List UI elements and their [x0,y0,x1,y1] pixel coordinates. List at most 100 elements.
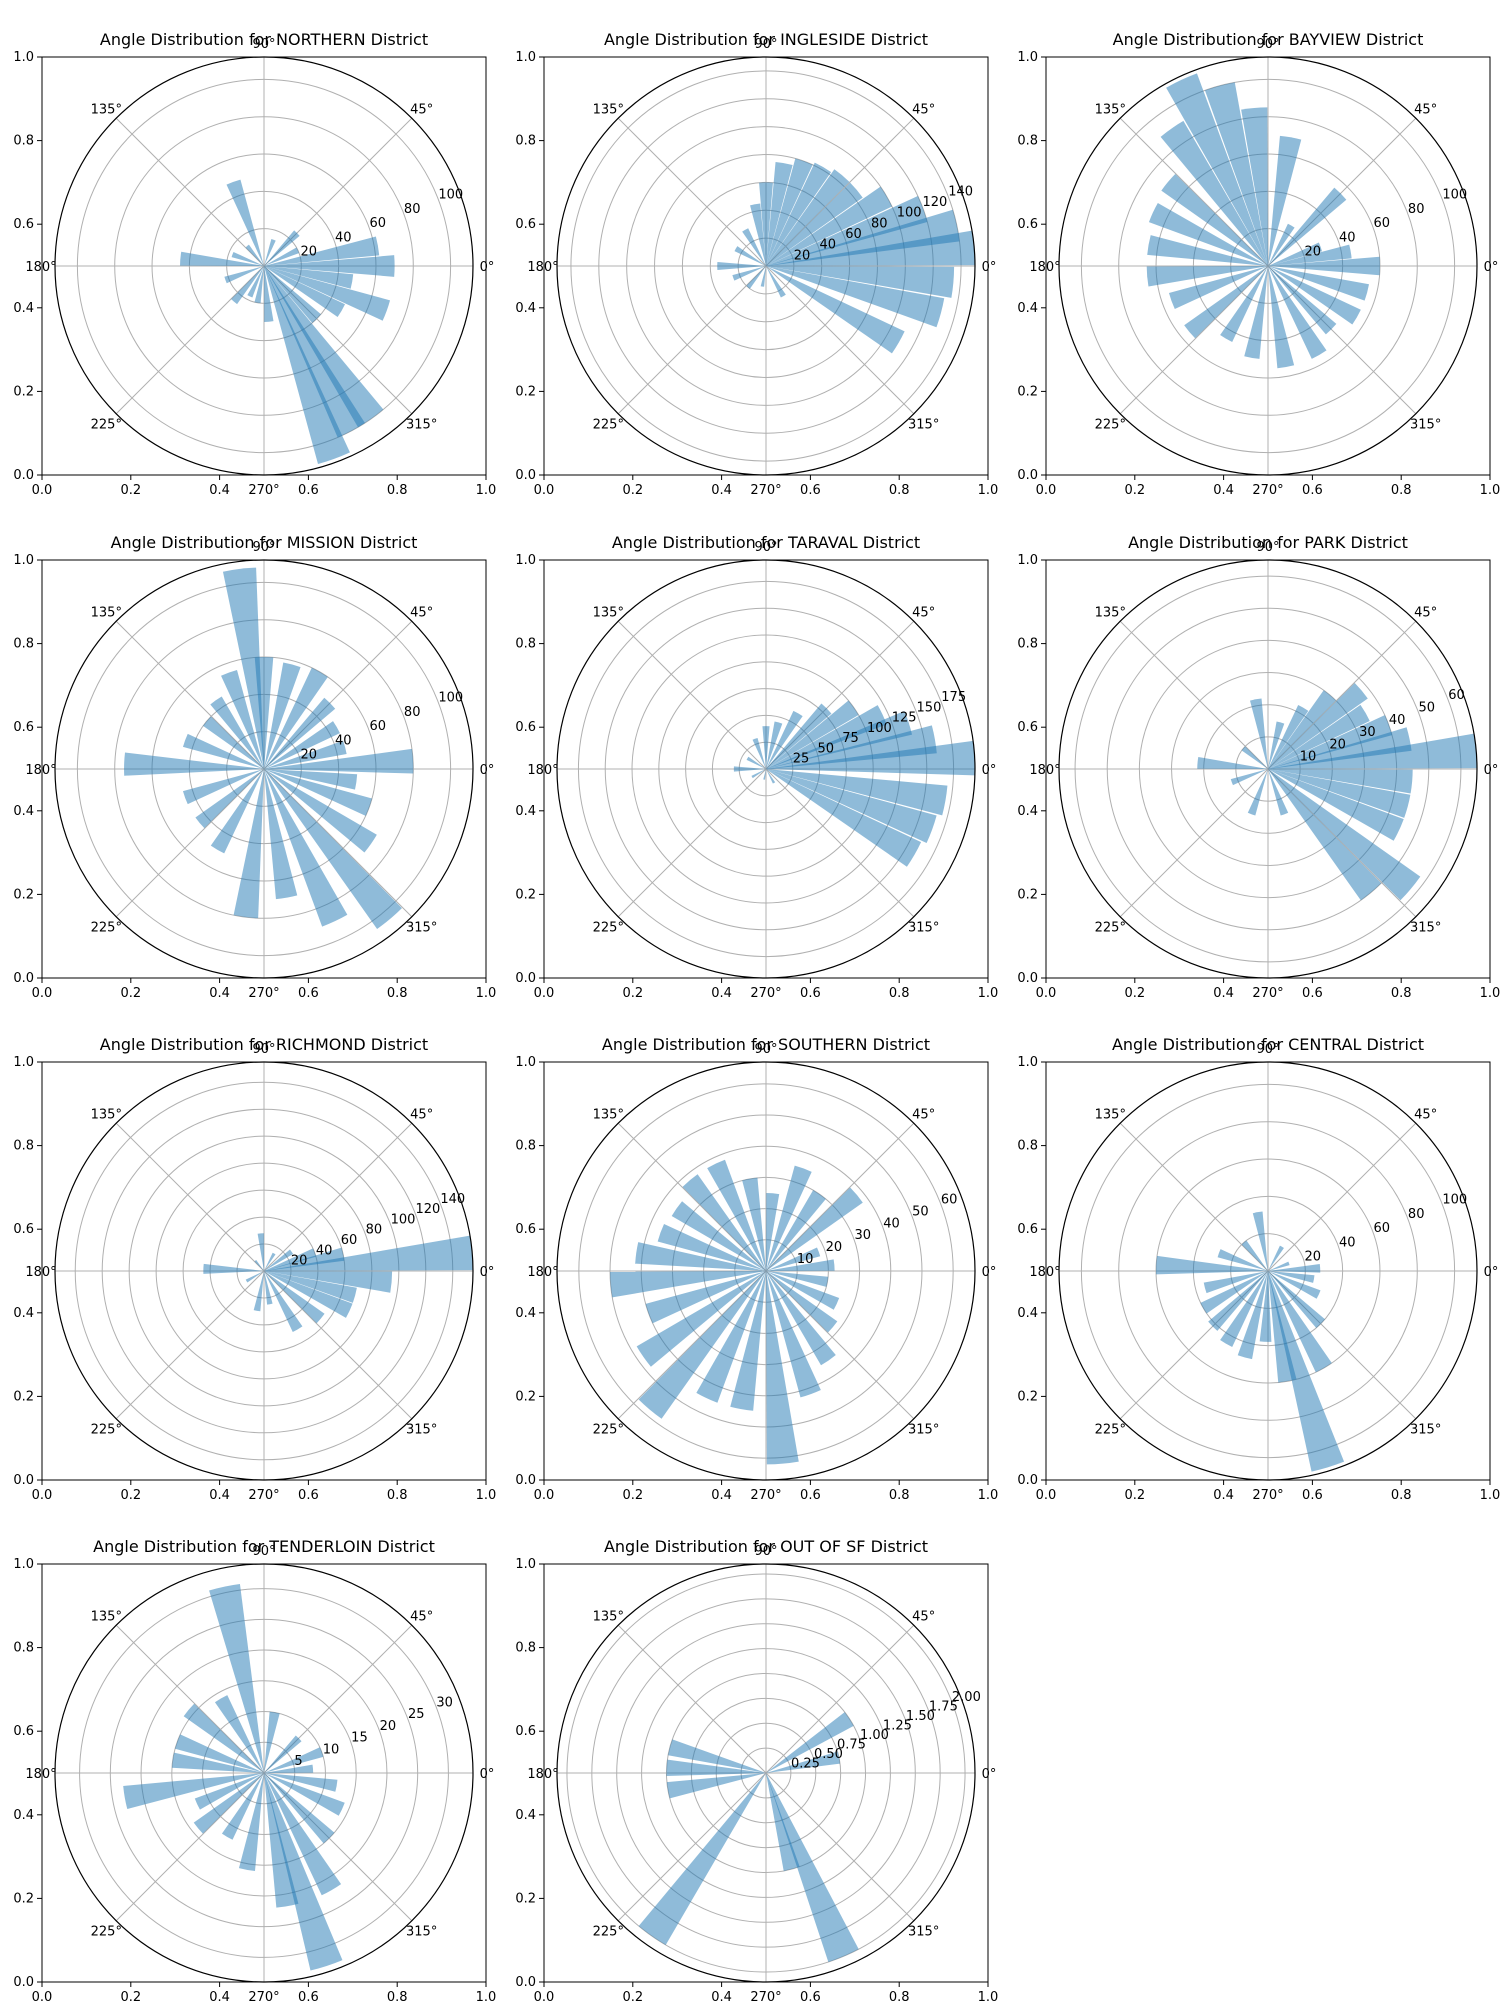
histogram-bar [1247,769,1268,816]
histogram-bar [766,266,945,328]
histogram-bar [264,1249,294,1271]
theta-tick-label: 0° [982,260,997,275]
polar-panel-5: Angle Distribution for TARAVAL District 0… [515,533,998,1001]
angular-gridline [617,1624,767,1774]
theta-tick-label: 90° [754,540,777,555]
histogram-bar [657,1223,766,1271]
radial-tick-label: 20 [300,748,317,763]
polar-panel-10: Angle Distribution for TENDERLOIN Distri… [13,1537,496,2005]
histogram-bar [1268,266,1295,369]
theta-tick-label: 315° [908,1925,939,1940]
histogram-bar [638,1271,766,1419]
y-tick-label: 0.2 [1017,887,1038,902]
polar-panel-8: Angle Distribution for SOUTHERN District… [515,1035,998,1503]
y-tick-label: 1.0 [1017,553,1038,568]
theta-tick-label: 0° [982,1265,997,1280]
histogram-bar [759,182,773,266]
theta-tick-label: 315° [1410,921,1441,936]
polar-spine [1058,1061,1478,1481]
histogram-bar [1268,769,1382,901]
histogram-bar [233,769,264,919]
x-tick-label: 1.0 [978,483,999,498]
histogram-bar [245,1271,264,1283]
y-tick-label: 0.0 [13,971,34,986]
theta-tick-label: 270° [1252,986,1283,1001]
histogram-bar [1241,746,1268,769]
radial-tick-label: 100 [1442,1193,1467,1208]
x-tick-label: 0.4 [1213,483,1234,498]
theta-tick-label: 45° [410,1609,433,1624]
radial-tick-label: 20 [380,1719,397,1734]
histogram-bar [766,266,955,298]
theta-tick-label: 0° [982,1767,997,1782]
y-tick-label: 0.8 [515,134,536,149]
theta-tick-label: 90° [754,37,777,52]
histogram-bar [123,1773,265,1809]
radial-tick-label: 80 [871,216,888,231]
theta-tick-label: 180° [25,260,56,275]
histogram-bar [193,1773,264,1834]
histogram-bar [224,266,264,284]
x-tick-label: 0.8 [889,483,910,498]
histogram-bar [264,1271,303,1332]
x-tick-label: 0.6 [1302,1488,1323,1503]
histogram-bar [203,716,264,769]
histogram-bar [766,162,832,266]
theta-tick-label: 135° [593,605,624,620]
theta-tick-label: 270° [1252,483,1283,498]
histogram-bar [696,1271,766,1403]
polar-spine [54,1563,474,1983]
theta-tick-label: 135° [91,1107,122,1122]
x-tick-label: 0.4 [711,986,732,1001]
x-tick-label: 0.0 [32,1488,53,1503]
theta-tick-label: 225° [593,418,624,433]
y-tick-label: 0.2 [13,1389,34,1404]
histogram-bar [1148,203,1268,266]
radial-tick-label: 1.25 [883,1718,912,1733]
histogram-bar [766,1187,863,1271]
histogram-bar [264,1773,338,1792]
x-tick-label: 1.0 [1480,986,1501,1001]
panel-title: Angle Distribution for PARK District [1128,533,1408,552]
theta-tick-label: 135° [593,1107,624,1122]
y-tick-label: 0.8 [515,1641,536,1656]
radial-tick-label: 10 [1300,750,1317,765]
theta-tick-label: 315° [908,921,939,936]
theta-tick-label: 45° [912,1107,935,1122]
y-tick-label: 0.6 [13,217,34,232]
x-tick-label: 0.2 [1124,1488,1145,1503]
histogram-bar [210,769,264,854]
x-tick-label: 0.0 [534,483,555,498]
x-tick-label: 0.6 [298,483,319,498]
theta-tick-label: 0° [1484,763,1499,778]
histogram-bar [264,1735,302,1773]
histogram-bar [264,266,274,322]
histogram-bar [264,1271,353,1318]
radial-tick-label: 1.50 [906,1709,935,1724]
x-tick-label: 0.0 [534,986,555,1001]
histogram-bar [245,244,264,266]
histogram-bar [766,1247,821,1271]
angular-gridline [1267,620,1417,770]
histogram-bar [1241,1240,1268,1271]
theta-tick-label: 225° [593,921,624,936]
histogram-bar [1147,235,1268,266]
y-tick-label: 0.6 [13,720,34,735]
angular-gridline [115,265,265,415]
histogram-bar [264,1773,345,1816]
radial-tick-label: 1.00 [860,1728,889,1743]
angular-gridline [1119,1122,1269,1272]
histogram-bar [766,700,859,769]
histogram-bar [264,740,347,769]
x-tick-label: 0.4 [711,483,732,498]
theta-tick-label: 270° [248,1488,279,1503]
radial-tick-label: 15 [351,1731,368,1746]
y-tick-label: 0.6 [1017,1222,1038,1237]
y-tick-label: 0.0 [1017,1473,1038,1488]
polar-spine [54,559,474,979]
x-tick-label: 1.0 [476,483,497,498]
radial-tick-label: 25 [793,752,810,767]
angular-gridline [115,1624,265,1774]
histogram-bar [264,1747,324,1773]
theta-tick-label: 90° [1256,540,1279,555]
